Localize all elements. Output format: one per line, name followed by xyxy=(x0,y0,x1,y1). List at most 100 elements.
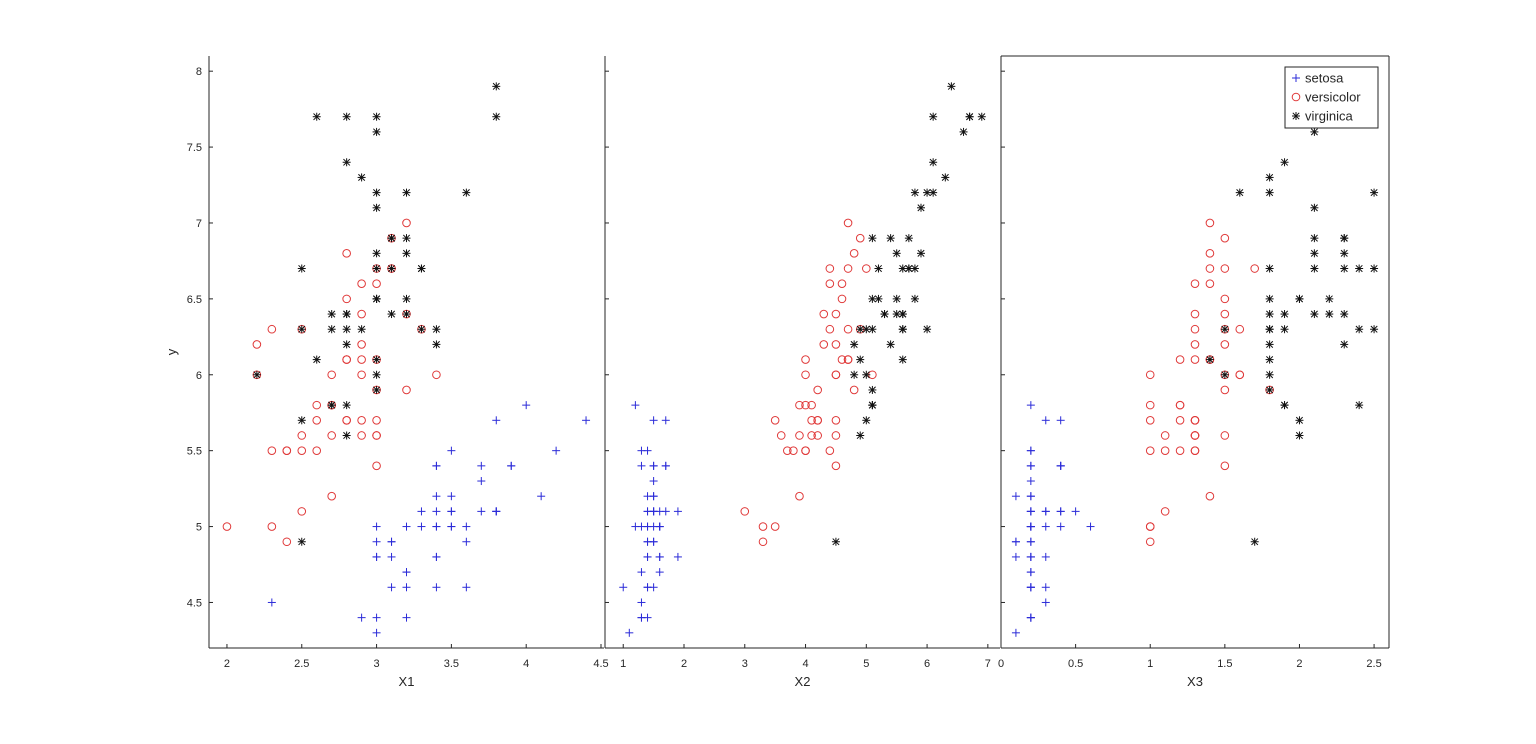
series-virginica xyxy=(1205,82,1379,546)
point-virginica xyxy=(1310,127,1319,136)
point-setosa xyxy=(477,461,486,470)
x-tick-label: 2.5 xyxy=(294,658,309,670)
point-versicolor xyxy=(1160,507,1170,516)
point-virginica xyxy=(862,416,871,425)
point-versicolor xyxy=(843,218,853,228)
point-setosa xyxy=(1026,492,1035,501)
point-setosa xyxy=(1011,537,1020,546)
point-setosa xyxy=(1026,613,1035,622)
point-virginica xyxy=(1265,385,1274,394)
x-tick-label: 2 xyxy=(1296,658,1302,670)
point-versicolor xyxy=(1205,264,1215,273)
point-versicolor xyxy=(849,249,859,258)
point-setosa xyxy=(649,477,658,486)
point-setosa xyxy=(1026,461,1035,470)
y-tick-label: 7 xyxy=(196,218,202,230)
point-virginica xyxy=(357,325,366,334)
point-setosa xyxy=(387,552,396,561)
point-virginica xyxy=(492,82,501,91)
point-virginica xyxy=(342,325,351,334)
point-setosa xyxy=(637,598,646,607)
y-tick-label: 4.5 xyxy=(187,597,202,609)
panel-1-x-axis-label: X1 xyxy=(399,674,415,689)
point-versicolor xyxy=(801,370,810,380)
point-virginica xyxy=(904,264,913,273)
point-versicolor xyxy=(1220,233,1230,243)
x-tick-label: 3 xyxy=(374,658,380,670)
point-virginica xyxy=(492,112,501,121)
point-virginica xyxy=(910,188,919,197)
point-setosa xyxy=(432,583,441,592)
point-versicolor xyxy=(837,355,847,364)
x-tick-label: 3 xyxy=(742,658,748,670)
point-virginica xyxy=(402,249,411,258)
series-setosa xyxy=(1011,401,1095,637)
point-virginica xyxy=(402,234,411,243)
point-versicolor xyxy=(843,355,853,364)
point-setosa xyxy=(582,416,591,425)
point-virginica xyxy=(923,188,932,197)
point-virginica xyxy=(1295,294,1304,303)
point-versicolor xyxy=(831,461,841,471)
legend: setosa versicolor virginica xyxy=(1284,66,1379,129)
y-tick-label: 7.5 xyxy=(187,142,202,154)
point-setosa xyxy=(1011,492,1020,501)
point-virginica xyxy=(342,401,351,410)
legend-label-setosa: setosa xyxy=(1305,71,1344,86)
point-setosa xyxy=(1026,583,1035,592)
point-setosa xyxy=(477,477,486,486)
point-setosa xyxy=(673,507,682,516)
point-setosa xyxy=(462,522,471,531)
point-virginica xyxy=(1265,310,1274,319)
point-virginica xyxy=(1295,431,1304,440)
point-setosa xyxy=(477,507,486,516)
point-versicolor xyxy=(1205,491,1215,501)
point-virginica xyxy=(929,112,938,121)
point-versicolor xyxy=(312,416,322,425)
point-setosa xyxy=(447,507,456,516)
point-versicolor xyxy=(813,385,822,395)
point-setosa xyxy=(357,613,366,622)
y-tick-label: 5.5 xyxy=(187,446,202,458)
point-setosa xyxy=(1056,522,1065,531)
point-setosa xyxy=(649,416,658,425)
point-setosa xyxy=(1026,552,1035,561)
point-virginica xyxy=(342,431,351,440)
point-virginica xyxy=(1355,325,1364,334)
point-virginica xyxy=(880,310,889,319)
point-virginica xyxy=(1355,401,1364,410)
point-virginica xyxy=(831,537,840,546)
point-versicolor xyxy=(372,279,381,288)
point-virginica xyxy=(886,340,895,349)
point-versicolor xyxy=(789,446,798,455)
point-setosa xyxy=(643,583,652,592)
point-setosa xyxy=(372,628,381,637)
point-setosa xyxy=(1041,552,1050,561)
legend-label-virginica: virginica xyxy=(1305,109,1353,124)
point-virginica xyxy=(372,112,381,121)
point-versicolor xyxy=(813,416,822,425)
point-versicolor xyxy=(758,537,768,547)
point-setosa xyxy=(432,507,441,516)
x-tick-label: 4 xyxy=(802,658,808,670)
point-versicolor xyxy=(795,400,804,410)
point-virginica xyxy=(372,294,381,303)
point-versicolor xyxy=(372,461,381,471)
point-setosa xyxy=(447,492,456,501)
point-versicolor xyxy=(801,355,810,364)
point-virginica xyxy=(1340,310,1349,319)
point-versicolor xyxy=(282,446,292,455)
point-virginica xyxy=(1310,249,1319,258)
point-virginica xyxy=(1265,294,1274,303)
point-virginica xyxy=(297,416,306,425)
point-virginica xyxy=(1265,173,1274,182)
point-virginica xyxy=(402,188,411,197)
legend-marker-versicolor xyxy=(1291,92,1301,102)
point-virginica xyxy=(898,325,907,334)
point-versicolor xyxy=(831,340,841,349)
point-setosa xyxy=(643,552,652,561)
point-setosa xyxy=(1041,416,1050,425)
point-virginica xyxy=(917,249,925,258)
point-versicolor xyxy=(1145,446,1155,455)
x-tick-label: 2.5 xyxy=(1366,658,1381,670)
